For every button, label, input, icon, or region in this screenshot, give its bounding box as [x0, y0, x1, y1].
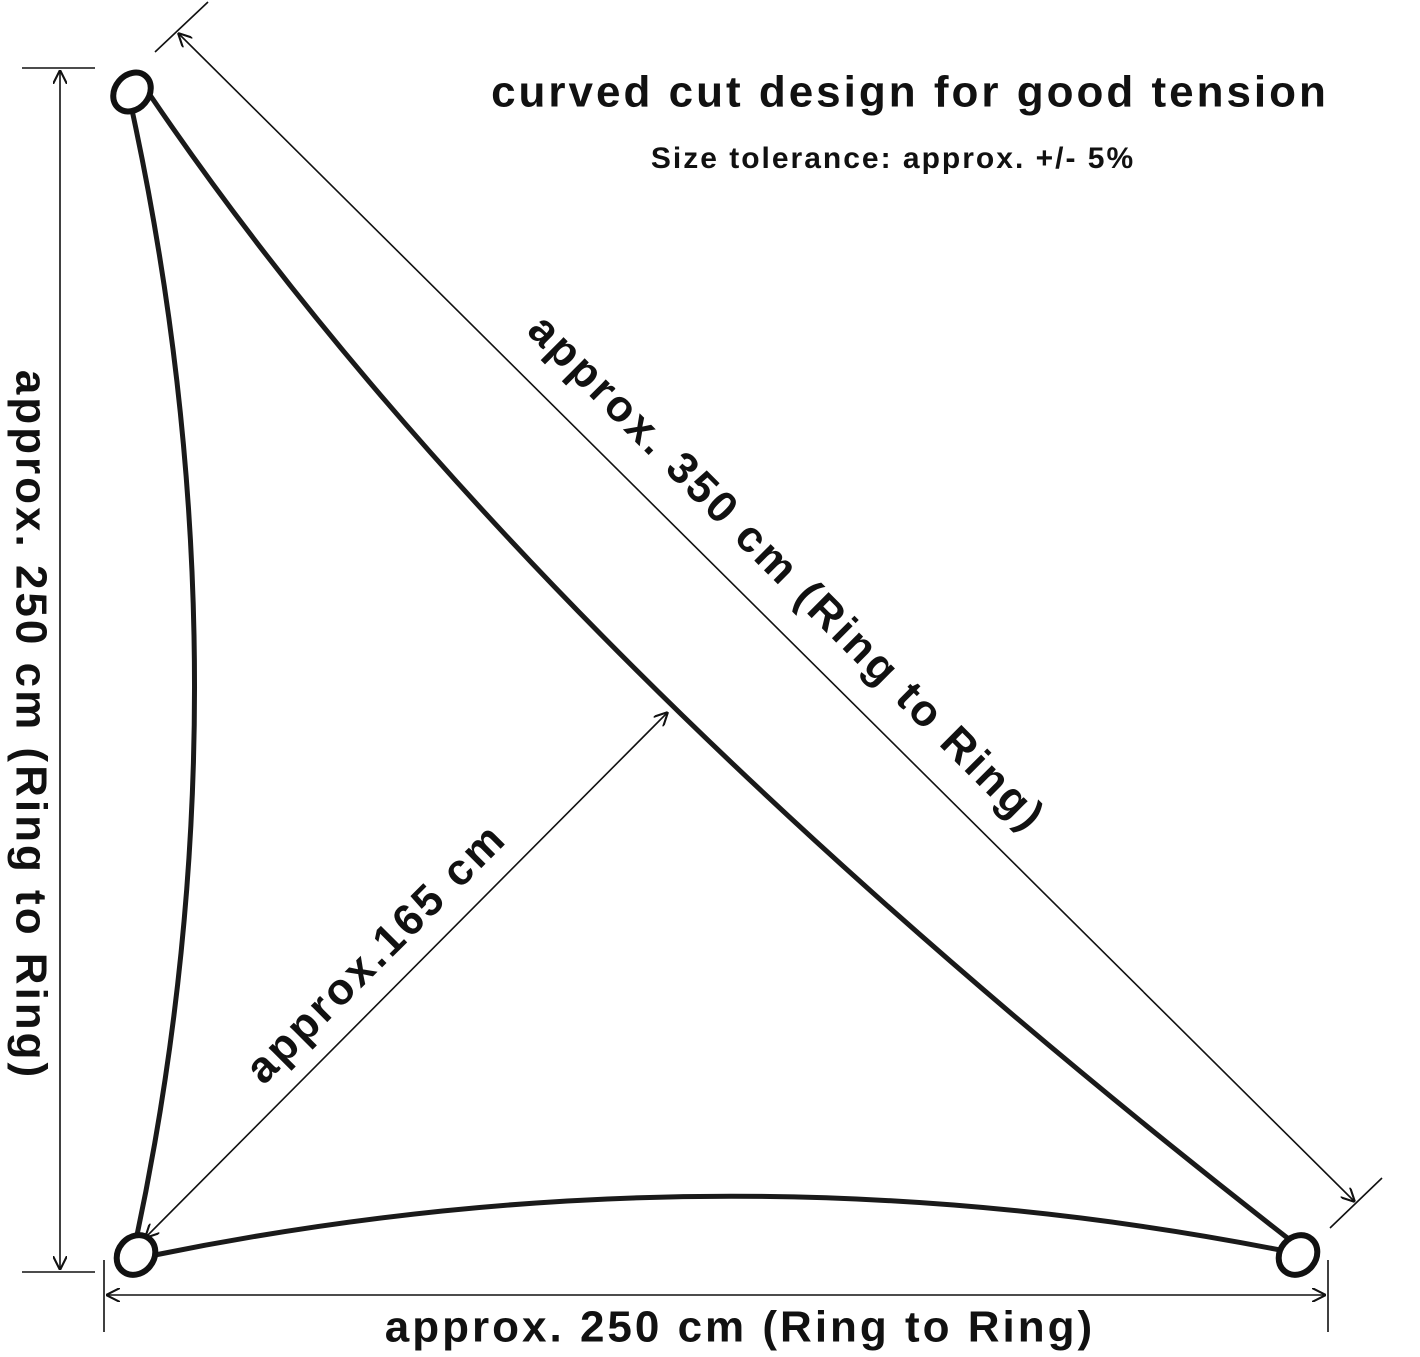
- altitude-label: approx.165 cm: [236, 813, 516, 1093]
- bottom-edge: [154, 1193, 1281, 1258]
- ring: [113, 1232, 159, 1278]
- subtitle: Size tolerance: approx. +/- 5%: [651, 142, 1135, 175]
- title: curved cut design for good tension: [491, 68, 1329, 117]
- left-edge: [129, 109, 197, 1241]
- height-label: approx. 250 cm (Ring to Ring): [6, 370, 55, 1080]
- ring: [1275, 1232, 1321, 1278]
- base-label: approx. 250 cm (Ring to Ring): [385, 1303, 1095, 1352]
- hypotenuse-edge: [147, 93, 1292, 1242]
- sail: [110, 69, 1321, 1278]
- tick: [154, 1, 209, 53]
- dimensions: [22, 1, 1383, 1332]
- hypotenuse-label: approx. 350 cm (Ring to Ring): [519, 304, 1056, 841]
- hypotenuse-line: [178, 33, 1355, 1202]
- ring: [110, 69, 154, 115]
- altitude-line: [145, 712, 668, 1238]
